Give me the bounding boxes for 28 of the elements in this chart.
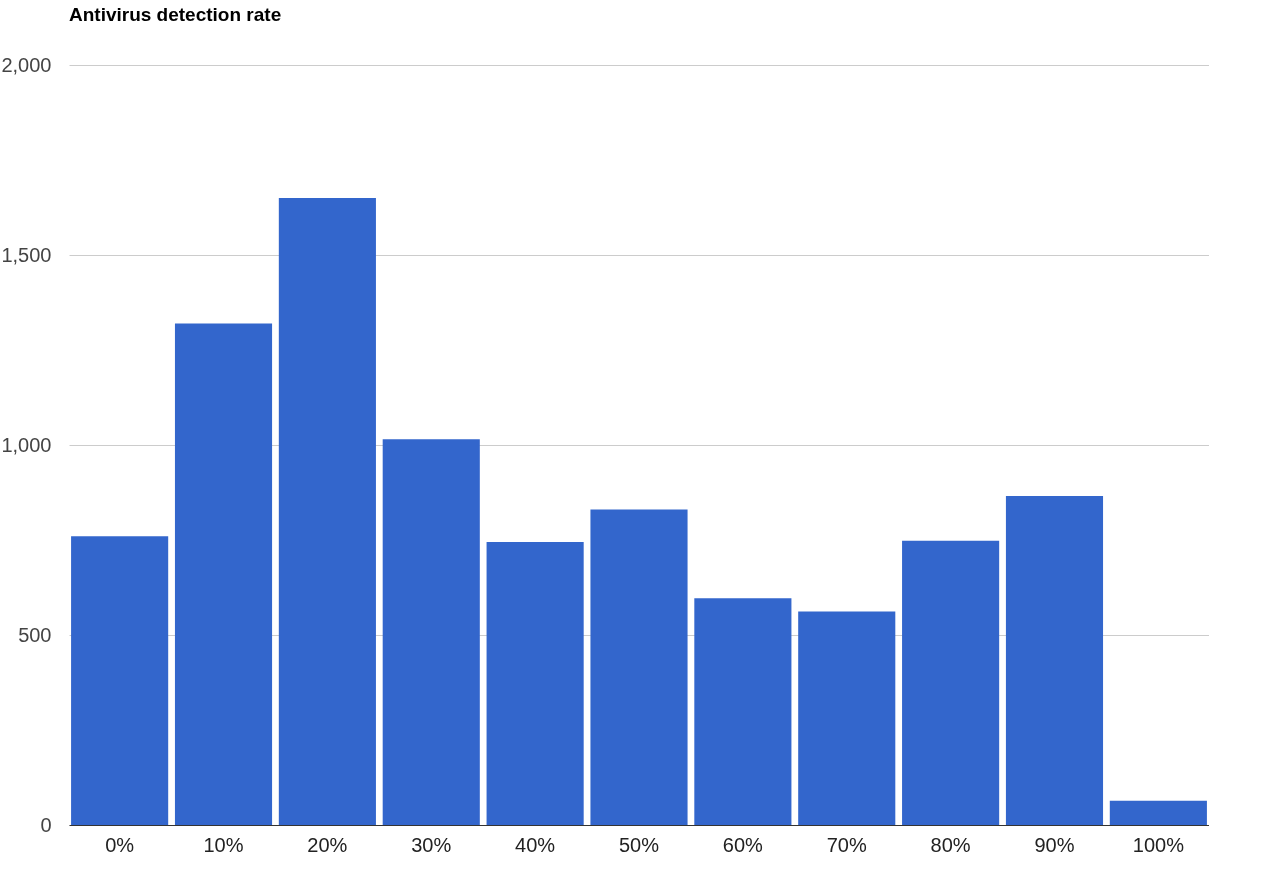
y-tick-label: 1,500 xyxy=(1,243,52,266)
y-tick-label: 2,000 xyxy=(1,53,52,76)
bar xyxy=(382,439,480,825)
chart-title: Antivirus detection rate xyxy=(69,4,282,25)
x-tick-label: 40% xyxy=(515,833,556,856)
x-tick-label: 10% xyxy=(203,833,244,856)
x-tick-label: 80% xyxy=(930,833,971,856)
x-tick-label: 0% xyxy=(105,833,135,856)
x-tick-label: 20% xyxy=(307,833,348,856)
bar xyxy=(71,536,169,825)
bar xyxy=(798,611,896,825)
bar xyxy=(902,540,1000,825)
x-tick-label: 30% xyxy=(411,833,452,856)
bar xyxy=(486,541,584,825)
bar xyxy=(1109,800,1207,825)
y-tick-label: 0 xyxy=(40,813,52,836)
x-tick-label: 70% xyxy=(826,833,867,856)
bar xyxy=(278,198,376,825)
x-tick-label: 50% xyxy=(618,833,660,856)
y-tick-label: 1,000 xyxy=(1,433,52,456)
bar xyxy=(1005,495,1104,825)
bar xyxy=(694,598,792,825)
x-tick-label: 60% xyxy=(722,833,764,856)
x-tick-label: 90% xyxy=(1034,833,1075,856)
x-tick-label: 100% xyxy=(1132,833,1185,856)
y-tick-label: 500 xyxy=(18,623,52,646)
bar xyxy=(174,323,273,825)
bar xyxy=(590,509,688,825)
